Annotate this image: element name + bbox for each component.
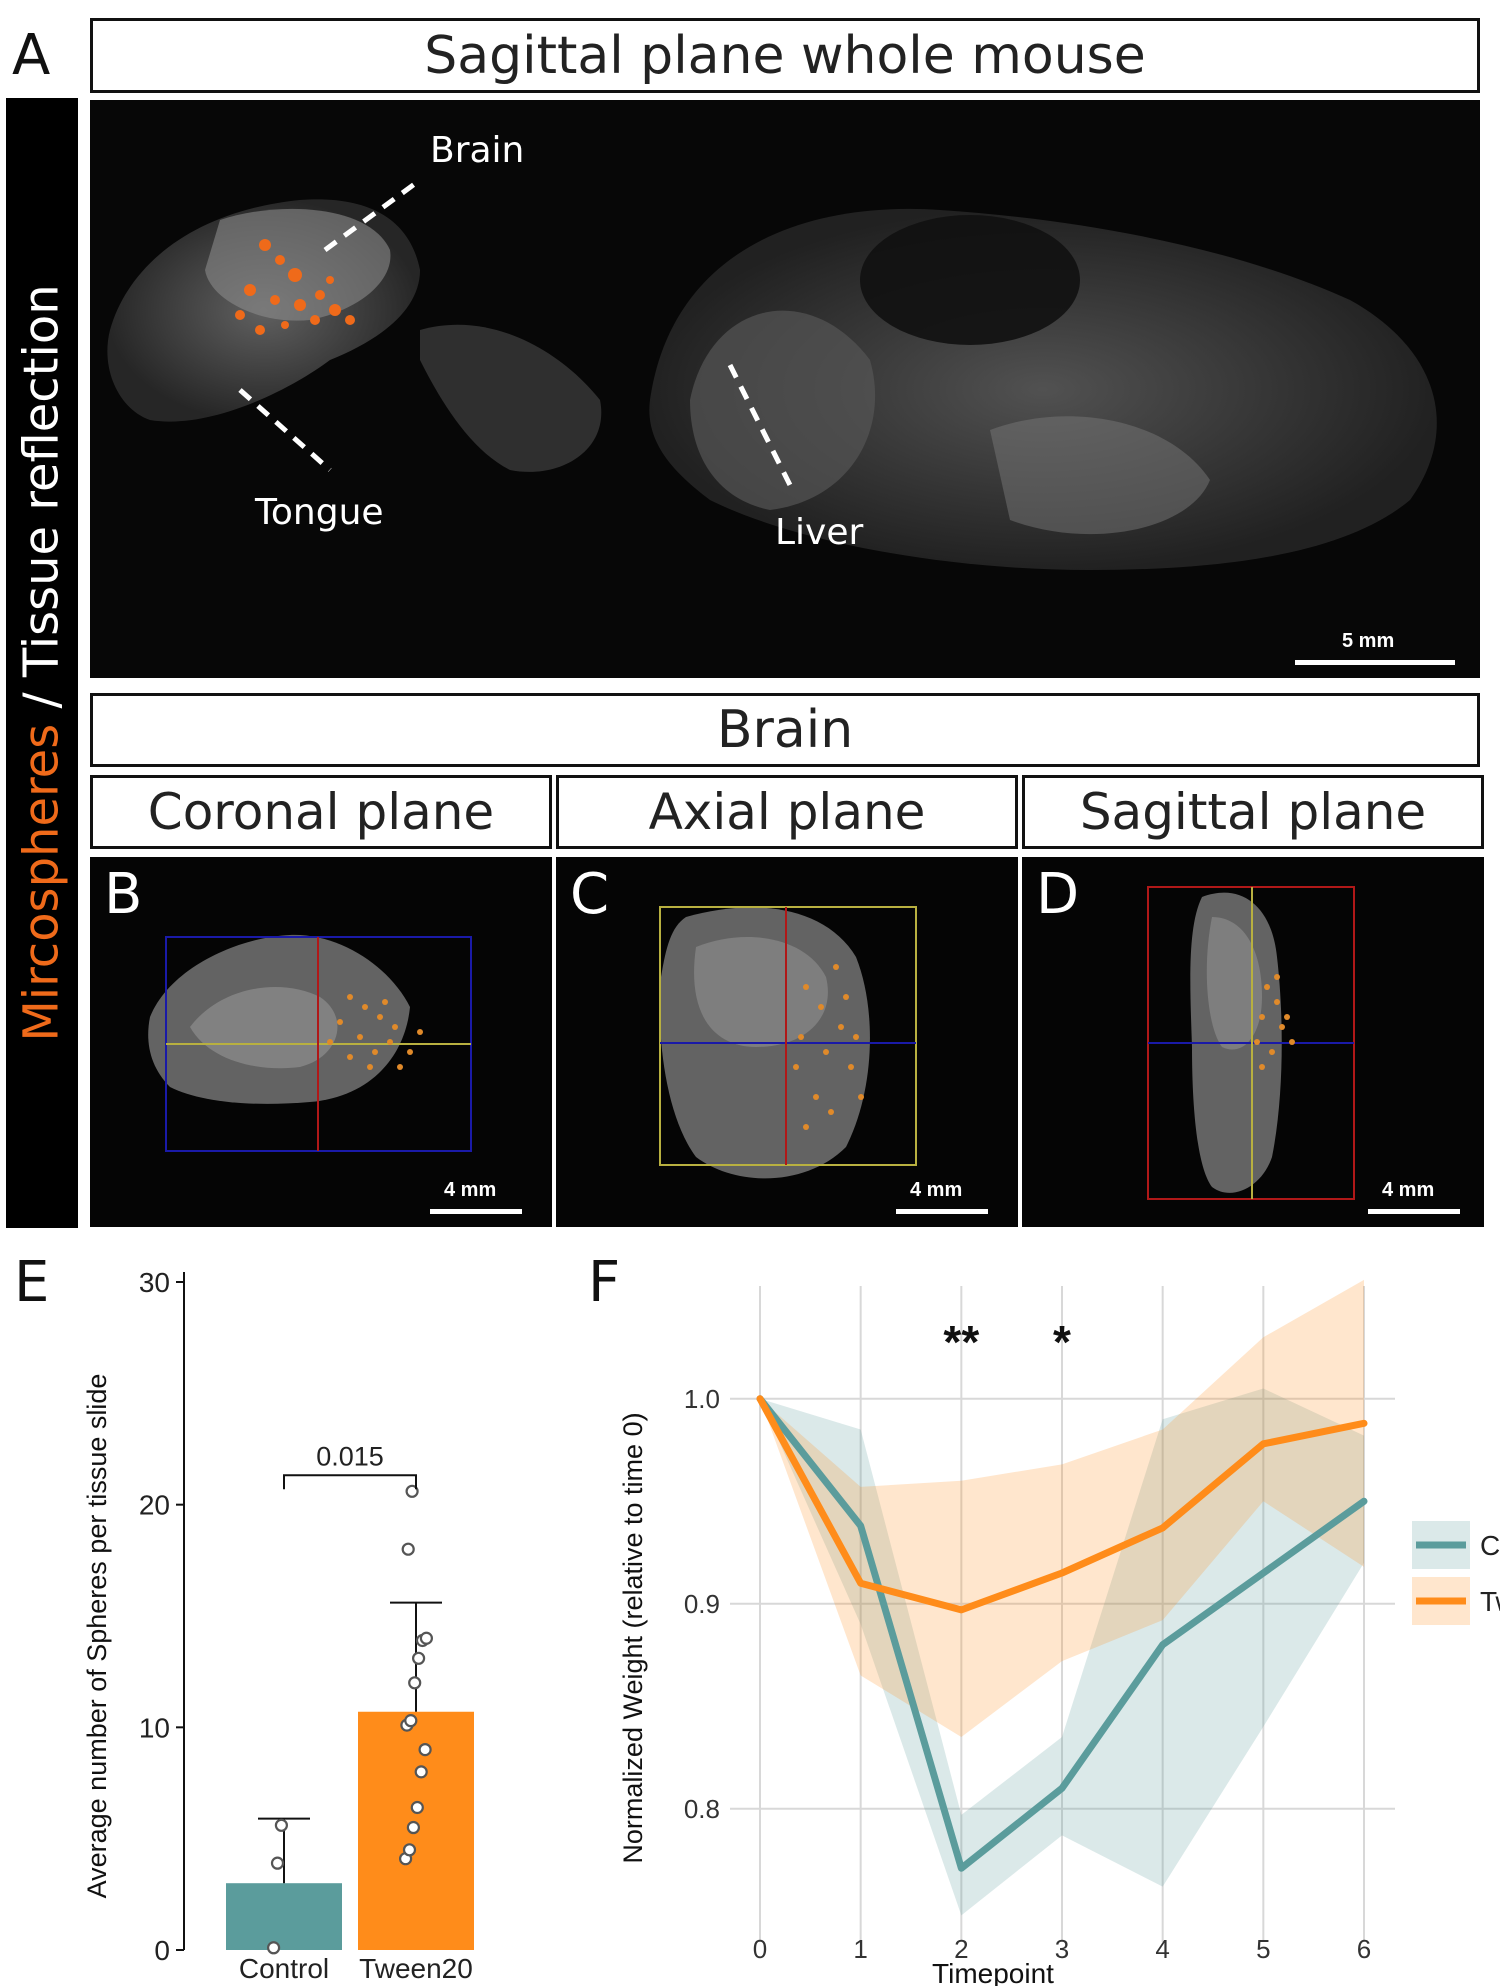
side-label-microspheres: Mircospheres — [14, 723, 70, 1042]
panel-c-image: C 4 mm — [556, 857, 1018, 1227]
scale-bar-b — [430, 1209, 522, 1214]
e-ytick-label: 20 — [139, 1490, 170, 1521]
e-data-point — [410, 1800, 424, 1815]
chart-f: Normalized Weight (relative to time 0) T… — [618, 1279, 1500, 1986]
e-data-point — [412, 1651, 426, 1665]
f-x-axis-label: Timepoint — [932, 1958, 1054, 1986]
scale-bar-d — [1368, 1209, 1460, 1214]
mouse-sagittal-image — [90, 100, 1480, 678]
f-ytick-label: 1.0 — [684, 1384, 720, 1414]
brain-header: Brain — [90, 693, 1480, 767]
f-xtick-label: 3 — [1055, 1934, 1069, 1964]
e-data-point — [401, 1542, 415, 1556]
panel-letter-f: F — [588, 1250, 621, 1315]
f-xtick-label: 0 — [753, 1934, 767, 1964]
e-pvalue-label: 0.015 — [316, 1441, 384, 1471]
e-data-point — [419, 1631, 433, 1645]
chart-e: Average number of Spheres per tissue sli… — [82, 1267, 474, 1980]
coronal-brain-image — [90, 857, 552, 1227]
f-xtick-label: 1 — [853, 1934, 867, 1964]
f-ytick-label: 0.8 — [684, 1794, 720, 1824]
e-ytick-label: 30 — [139, 1267, 170, 1298]
e-data-point — [406, 1820, 420, 1835]
panel-letter-e: E — [14, 1250, 50, 1315]
e-significance-bracket — [283, 1474, 417, 1490]
scale-label-c: 4 mm — [910, 1179, 963, 1201]
f-significance-marker: * — [1053, 1316, 1071, 1368]
label-liver: Liver — [775, 512, 864, 553]
e-data-point — [408, 1676, 422, 1690]
e-xtick-label: Control — [239, 1953, 329, 1980]
label-brain: Brain — [430, 130, 525, 171]
side-label-banner: Mircospheres / Tissue reflection — [6, 98, 78, 1228]
e-data-point — [414, 1765, 428, 1779]
f-legend-label: Tween20 — [1480, 1586, 1500, 1617]
e-ytick-label: 10 — [139, 1712, 170, 1743]
side-label-tissue: Tissue reflection — [14, 284, 70, 678]
axial-brain-image — [556, 857, 1018, 1227]
panel-letter-c: C — [570, 862, 610, 927]
coronal-plane-title: Coronal plane — [90, 775, 552, 849]
e-data-point — [267, 1941, 281, 1955]
e-bar-control — [226, 1883, 342, 1950]
e-data-point — [274, 1818, 288, 1832]
panel-a-title: Sagittal plane whole mouse — [90, 18, 1480, 93]
sagittal-brain-image — [1022, 857, 1484, 1227]
f-xtick-label: 2 — [954, 1934, 968, 1964]
f-band-tween20 — [760, 1279, 1364, 1737]
side-label-separator: / — [14, 677, 70, 724]
side-label-text: Mircospheres / Tissue reflection — [14, 284, 70, 1041]
scale-bar-c — [896, 1209, 988, 1214]
f-ytick-label: 0.9 — [684, 1589, 720, 1619]
scale-bar-a — [1295, 660, 1455, 665]
f-line-control — [756, 1395, 1368, 1872]
f-line-tween20 — [756, 1395, 1368, 1614]
e-xtick-label: Tween20 — [359, 1953, 473, 1980]
scale-label-d: 4 mm — [1382, 1179, 1435, 1201]
f-y-axis-label: Normalized Weight (relative to time 0) — [618, 1412, 648, 1863]
scale-label-b: 4 mm — [444, 1179, 497, 1201]
f-xtick-label: 4 — [1155, 1934, 1169, 1964]
panel-letter-b: B — [104, 862, 143, 927]
label-tongue: Tongue — [255, 492, 384, 533]
panel-a-image: Brain Tongue Liver 5 mm — [90, 100, 1480, 678]
e-ytick-label: 0 — [154, 1935, 170, 1966]
e-data-point — [402, 1843, 417, 1857]
panel-d-image: D 4 mm — [1022, 857, 1484, 1227]
f-xtick-label: 6 — [1357, 1934, 1371, 1964]
f-significance-marker: ** — [943, 1316, 979, 1368]
panel-letter-d: D — [1036, 862, 1080, 927]
f-legend-label: Control — [1480, 1530, 1500, 1561]
f-band-control — [760, 1388, 1364, 1916]
microsphere-cluster — [235, 239, 355, 335]
scale-label-a: 5 mm — [1342, 630, 1395, 652]
panel-letter-a: A — [12, 23, 51, 88]
sagittal-plane-title: Sagittal plane — [1022, 775, 1484, 849]
e-data-point — [270, 1856, 285, 1870]
e-y-axis-label: Average number of Spheres per tissue sli… — [82, 1374, 112, 1899]
f-xtick-label: 5 — [1256, 1934, 1270, 1964]
e-data-point — [405, 1484, 419, 1498]
e-data-point — [404, 1714, 418, 1728]
e-data-point — [418, 1743, 432, 1757]
axial-plane-title: Axial plane — [556, 775, 1018, 849]
panel-b-image: B 4 mm — [90, 857, 552, 1227]
